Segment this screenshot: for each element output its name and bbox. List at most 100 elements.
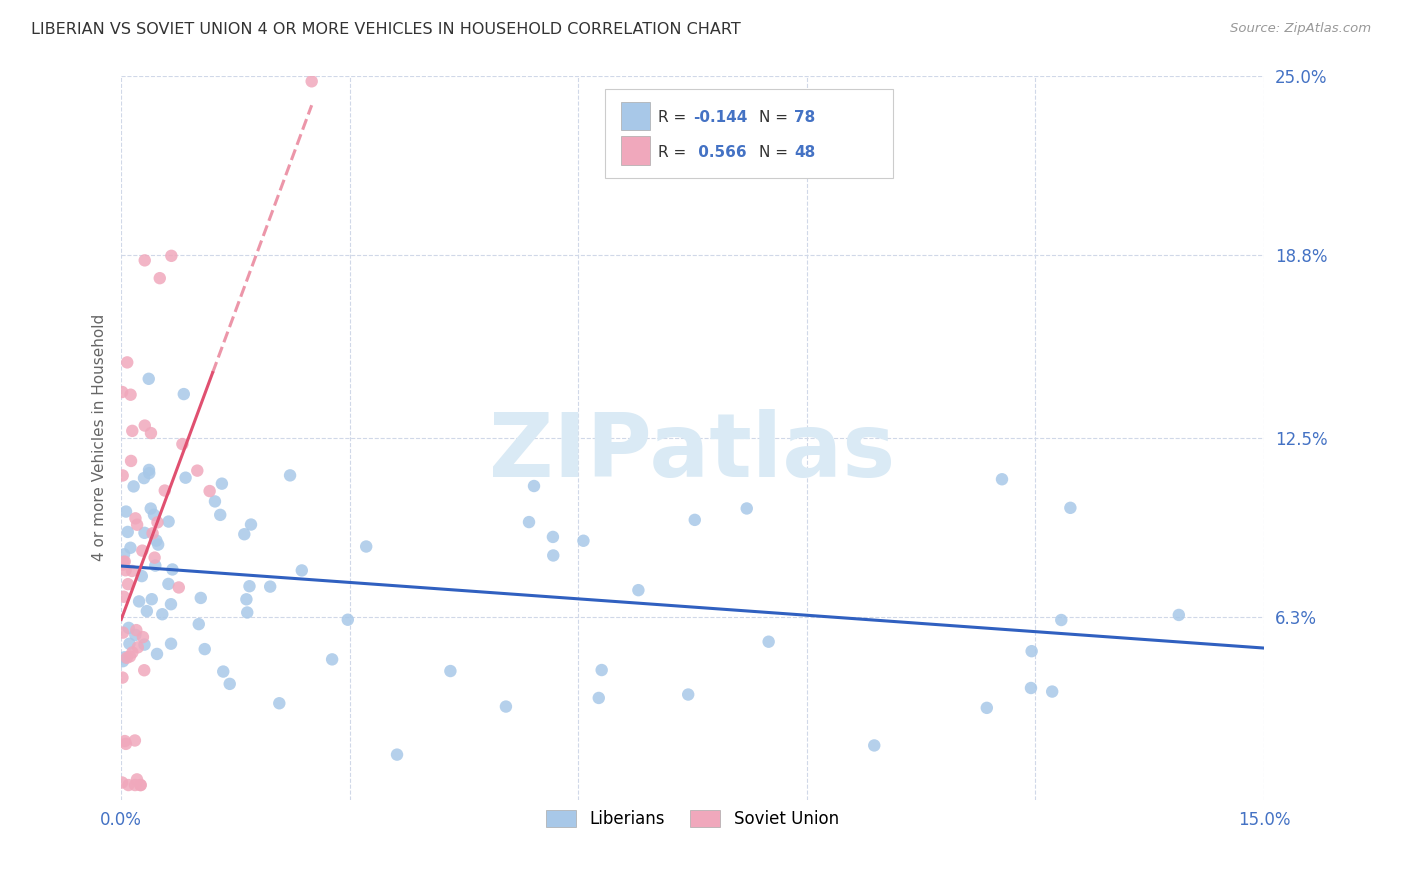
Point [134, 525, 156, 540]
Point [111, 384, 134, 399]
Point [117, 577, 139, 591]
Point [758, 634, 780, 648]
Point [186, 464, 208, 478]
Point [141, 592, 163, 607]
Point [1050, 613, 1073, 627]
Point [174, 471, 197, 485]
Point [146, 516, 169, 530]
Point [111, 671, 134, 685]
Point [129, 778, 152, 792]
Text: -0.144: -0.144 [693, 110, 748, 125]
Point [523, 479, 546, 493]
Point [132, 630, 155, 644]
Point [125, 772, 148, 787]
Point [127, 517, 149, 532]
Point [211, 476, 233, 491]
Point [204, 494, 226, 508]
Point [218, 677, 240, 691]
Point [354, 540, 377, 554]
Point [233, 527, 256, 541]
Text: Source: ZipAtlas.com: Source: ZipAtlas.com [1230, 22, 1371, 36]
Point [588, 690, 610, 705]
Y-axis label: 4 or more Vehicles in Household: 4 or more Vehicles in Household [93, 314, 107, 561]
Point [139, 501, 162, 516]
Point [167, 581, 190, 595]
Point [863, 739, 886, 753]
Point [153, 483, 176, 498]
Point [124, 733, 146, 747]
Point [541, 549, 564, 563]
Point [269, 696, 291, 710]
Point [122, 479, 145, 493]
Point [115, 650, 138, 665]
Point [194, 642, 217, 657]
Point [112, 555, 135, 569]
Point [111, 468, 134, 483]
Text: 0.566: 0.566 [693, 145, 747, 160]
Point [238, 579, 260, 593]
Point [121, 564, 143, 578]
Point [240, 517, 263, 532]
Point [115, 504, 138, 518]
Point [111, 558, 134, 572]
Point [209, 508, 232, 522]
Point [172, 437, 194, 451]
Point [190, 591, 212, 605]
Point [160, 597, 183, 611]
Point [138, 463, 160, 477]
Point [162, 562, 184, 576]
Point [149, 271, 172, 285]
Point [683, 513, 706, 527]
Point [517, 515, 540, 529]
Point [131, 569, 153, 583]
Point [120, 387, 142, 401]
Point [236, 606, 259, 620]
Point [114, 563, 136, 577]
Point [134, 663, 156, 677]
Point [139, 426, 162, 441]
Point [121, 646, 143, 660]
Point [157, 577, 180, 591]
Point [115, 355, 138, 369]
Point [142, 508, 165, 522]
Point [336, 613, 359, 627]
Point [121, 424, 143, 438]
Point [114, 650, 136, 665]
Text: N =: N = [759, 110, 793, 125]
Point [160, 249, 183, 263]
Point [173, 387, 195, 401]
Point [1019, 681, 1042, 695]
Point [117, 778, 139, 792]
Text: 48: 48 [794, 145, 815, 160]
Text: LIBERIAN VS SOVIET UNION 4 OR MORE VEHICLES IN HOUSEHOLD CORRELATION CHART: LIBERIAN VS SOVIET UNION 4 OR MORE VEHIC… [31, 22, 741, 37]
Point [129, 778, 152, 792]
Point [138, 466, 160, 480]
Text: R =: R = [658, 110, 692, 125]
Point [134, 253, 156, 268]
Point [120, 541, 142, 555]
Point [495, 699, 517, 714]
Point [114, 734, 136, 748]
Point [125, 623, 148, 637]
Point [259, 580, 281, 594]
Point [138, 372, 160, 386]
Legend: Liberians, Soviet Union: Liberians, Soviet Union [540, 803, 845, 835]
Point [1059, 500, 1081, 515]
Point [146, 647, 169, 661]
Point [1167, 607, 1189, 622]
Point [118, 649, 141, 664]
Point [145, 533, 167, 548]
Point [115, 737, 138, 751]
Point [112, 547, 135, 561]
Text: 78: 78 [794, 110, 815, 125]
Point [114, 555, 136, 569]
Point [128, 594, 150, 608]
Point [676, 688, 699, 702]
Text: R =: R = [658, 145, 692, 160]
Point [187, 617, 209, 632]
Point [385, 747, 408, 762]
Point [132, 471, 155, 485]
Point [142, 526, 165, 541]
Point [118, 637, 141, 651]
Point [124, 778, 146, 792]
